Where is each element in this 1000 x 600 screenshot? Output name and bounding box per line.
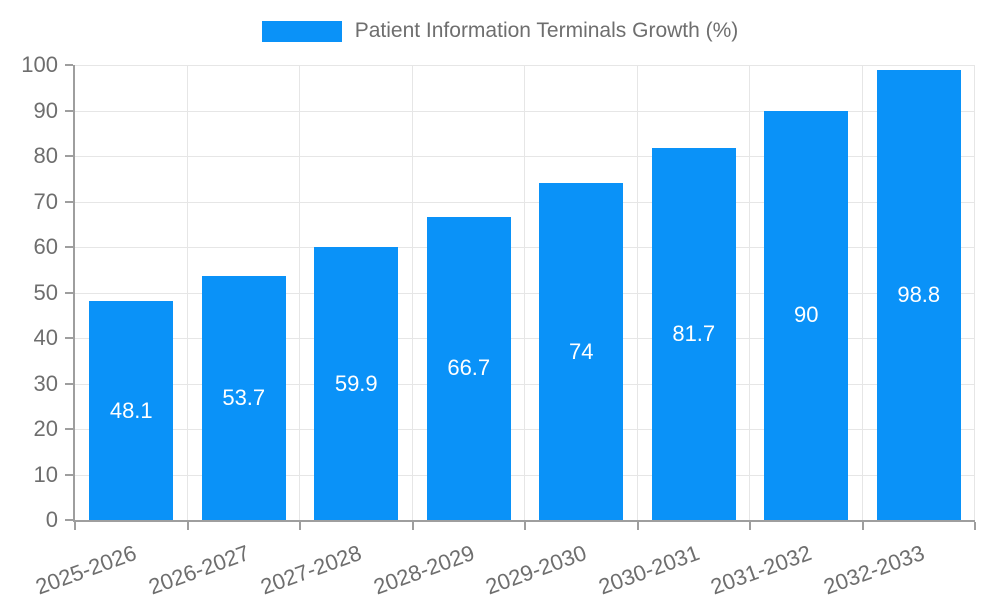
- x-gridline: [861, 65, 863, 520]
- x-axis-category-label: 2026-2027: [144, 540, 253, 600]
- bar-value-label: 66.7: [447, 355, 491, 381]
- y-axis-tick-mark: [65, 291, 73, 294]
- y-axis-tick-label: 20: [33, 416, 58, 441]
- y-gridline: [75, 429, 975, 430]
- y-axis-tick-label: 50: [33, 279, 58, 305]
- bar[interactable]: 59.9: [314, 247, 399, 520]
- y-axis-tick-mark: [65, 64, 73, 66]
- bar[interactable]: 66.7: [426, 216, 511, 520]
- legend-color-swatch-icon: [261, 20, 342, 42]
- y-axis-tick-label: 70: [33, 188, 58, 214]
- x-axis-tick-mark: [411, 522, 414, 530]
- x-axis-tick-mark: [749, 522, 751, 530]
- bar[interactable]: 48.1: [89, 301, 174, 520]
- x-axis-category-label: 2027-2028: [257, 540, 365, 600]
- bar-value-label: 59.9: [334, 370, 378, 396]
- y-axis-tick-mark: [65, 428, 73, 430]
- y-gridline: [75, 110, 975, 112]
- chart-legend[interactable]: Patient Information Terminals Growth (%): [0, 19, 1000, 43]
- y-axis-tick-label: 0: [45, 507, 58, 532]
- y-axis-tick-label: 90: [33, 97, 58, 123]
- x-axis-tick-mark: [636, 522, 639, 530]
- bar-value-label: 48.1: [109, 397, 153, 423]
- bar-value-label: 81.7: [672, 321, 716, 347]
- bar-value-label: 90: [794, 302, 819, 328]
- bar-value-label: 98.8: [897, 282, 941, 308]
- y-gridline: [75, 292, 975, 294]
- y-gridline: [75, 156, 975, 157]
- y-gridline: [75, 383, 975, 385]
- x-axis-tick-mark: [861, 522, 864, 530]
- y-gridline: [75, 65, 975, 66]
- x-gridline: [974, 65, 975, 520]
- bar[interactable]: 98.8: [876, 70, 961, 520]
- bar[interactable]: 90: [764, 110, 849, 520]
- y-gridline: [75, 201, 975, 203]
- x-gridline: [411, 65, 413, 520]
- y-axis-tick-label: 60: [33, 234, 58, 259]
- y-gridline: [75, 474, 975, 476]
- bar-value-label: 53.7: [222, 384, 266, 410]
- x-axis-category-label: 2030-2031: [594, 540, 703, 600]
- x-axis-tick-mark: [186, 522, 189, 530]
- plot-area: 48.1 53.7 59.9 66.7 74 81.7 90 98.8: [73, 65, 975, 522]
- x-gridline: [524, 65, 525, 520]
- y-axis-tick-mark: [65, 155, 73, 157]
- y-axis-tick-mark: [65, 519, 73, 521]
- y-axis-tick-label: 40: [33, 325, 58, 350]
- x-axis-tick-mark: [524, 522, 526, 530]
- x-axis-tick-mark: [299, 522, 301, 530]
- y-axis-tick-mark: [65, 246, 73, 248]
- y-axis-tick-mark: [65, 200, 73, 203]
- x-gridline: [299, 65, 300, 520]
- bar[interactable]: 81.7: [651, 148, 736, 520]
- y-axis-tick-label: 10: [33, 461, 58, 487]
- y-axis-tick-label: 80: [33, 143, 58, 168]
- y-axis-tick-label: 100: [21, 52, 58, 77]
- x-axis-category-label: 2025-2026: [32, 540, 140, 600]
- x-axis-category-label: 2029-2030: [482, 540, 590, 600]
- y-gridline: [75, 338, 975, 339]
- y-axis-tick-label: 30: [33, 370, 58, 396]
- x-axis-category-label: 2031-2032: [707, 540, 815, 600]
- bar-value-label: 74: [569, 338, 594, 364]
- y-axis-tick-mark: [65, 473, 73, 476]
- x-axis-category-label: 2032-2033: [819, 540, 928, 600]
- y-axis-tick-mark: [65, 337, 73, 339]
- y-gridline: [75, 247, 975, 248]
- bar[interactable]: 53.7: [201, 275, 286, 520]
- y-axis-tick-mark: [65, 382, 73, 385]
- bar[interactable]: 74: [539, 183, 624, 520]
- x-axis-tick-mark: [974, 522, 976, 530]
- x-gridline: [186, 65, 188, 520]
- x-gridline: [636, 65, 638, 520]
- x-gridline: [749, 65, 750, 520]
- y-axis-tick-mark: [65, 109, 73, 112]
- x-axis-tick-mark: [74, 522, 76, 530]
- legend-series-label: Patient Information Terminals Growth (%): [354, 19, 739, 42]
- x-axis-category-label: 2028-2029: [369, 540, 478, 600]
